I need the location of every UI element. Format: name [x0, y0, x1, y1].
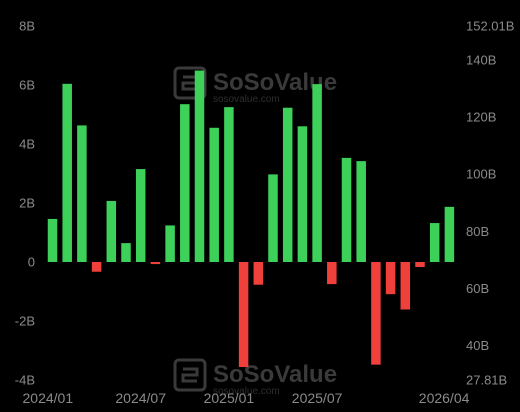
right-tick-label: 120B [466, 110, 496, 125]
bar-2025-10[interactable] [356, 161, 366, 262]
bar-2024-04[interactable] [91, 262, 102, 272]
left-tick-label: -4B [15, 373, 35, 388]
bar-2025-05[interactable] [282, 107, 293, 263]
left-y-axis: 8B 6B 4B 2B 0 -2B -4B [15, 19, 35, 388]
bar-2025-06[interactable] [297, 126, 308, 262]
bar-2024-09[interactable] [165, 225, 175, 262]
bars [47, 70, 455, 368]
right-tick-label: 40B [466, 338, 489, 353]
left-tick-label: -2B [15, 314, 35, 329]
right-tick-label: 60B [466, 281, 489, 296]
x-tick-label: 2025/07 [292, 390, 343, 406]
x-tick-label: 2024/07 [115, 390, 166, 406]
bar-2024-11[interactable] [194, 70, 205, 262]
sosovalue-logo-icon [173, 66, 207, 100]
bar-2025-03[interactable] [253, 262, 264, 285]
right-tick-label: 80B [466, 224, 489, 239]
bar-2024-12[interactable] [209, 127, 219, 262]
right-tick-label: 100B [466, 167, 496, 182]
bar-2024-06[interactable] [121, 243, 131, 262]
bar-2026-03[interactable] [429, 223, 440, 262]
sosovalue-logo-icon [173, 358, 207, 392]
bar-2025-04[interactable] [268, 174, 278, 262]
watermark-bottom: SoSoValue sosovalue.com [173, 358, 337, 397]
left-tick-label: 4B [19, 137, 35, 152]
left-tick-label: 8B [19, 19, 35, 34]
x-axis: 2024/01 2024/07 2025/01 2025/07 2026/04 [23, 390, 470, 406]
bar-2024-03[interactable] [77, 125, 87, 262]
watermark-url-bottom: sosovalue.com [213, 386, 280, 397]
bar-2025-12[interactable] [385, 262, 396, 295]
bar-2024-08[interactable] [150, 262, 161, 265]
right-tick-label: 27.81B [466, 373, 507, 388]
right-tick-label: 152.01B [466, 19, 514, 34]
bar-2026-02[interactable] [415, 262, 425, 268]
bar-2025-09[interactable] [341, 157, 352, 262]
bar-2025-07[interactable] [312, 84, 322, 262]
watermark-url-top: sosovalue.com [213, 94, 280, 105]
bar-2024-05[interactable] [106, 200, 117, 262]
bar-2024-10[interactable] [180, 104, 190, 263]
x-tick-label: 2026/04 [419, 390, 470, 406]
left-tick-label: 2B [19, 196, 35, 211]
bar-2025-01[interactable] [224, 107, 234, 263]
bar-2024-02[interactable] [62, 83, 72, 262]
bar-2026-04[interactable] [444, 206, 455, 262]
bar-2024-07[interactable] [135, 169, 146, 262]
bar-2026-01[interactable] [400, 262, 411, 310]
bar-2025-08[interactable] [327, 262, 337, 285]
bar-2025-11[interactable] [371, 262, 381, 365]
x-tick-label: 2024/01 [23, 390, 74, 406]
bar-2024-01[interactable] [47, 218, 58, 262]
right-y-axis: 152.01B 140B 120B 100B 80B 60B 40B 27.81B [466, 19, 514, 388]
bar-2025-02[interactable] [238, 262, 249, 368]
x-tick-label: 2025/01 [204, 390, 255, 406]
watermark-brand-bottom: SoSoValue [213, 361, 337, 388]
left-tick-label: 0 [28, 255, 35, 270]
left-tick-label: 6B [19, 78, 35, 93]
right-tick-label: 140B [466, 53, 496, 68]
